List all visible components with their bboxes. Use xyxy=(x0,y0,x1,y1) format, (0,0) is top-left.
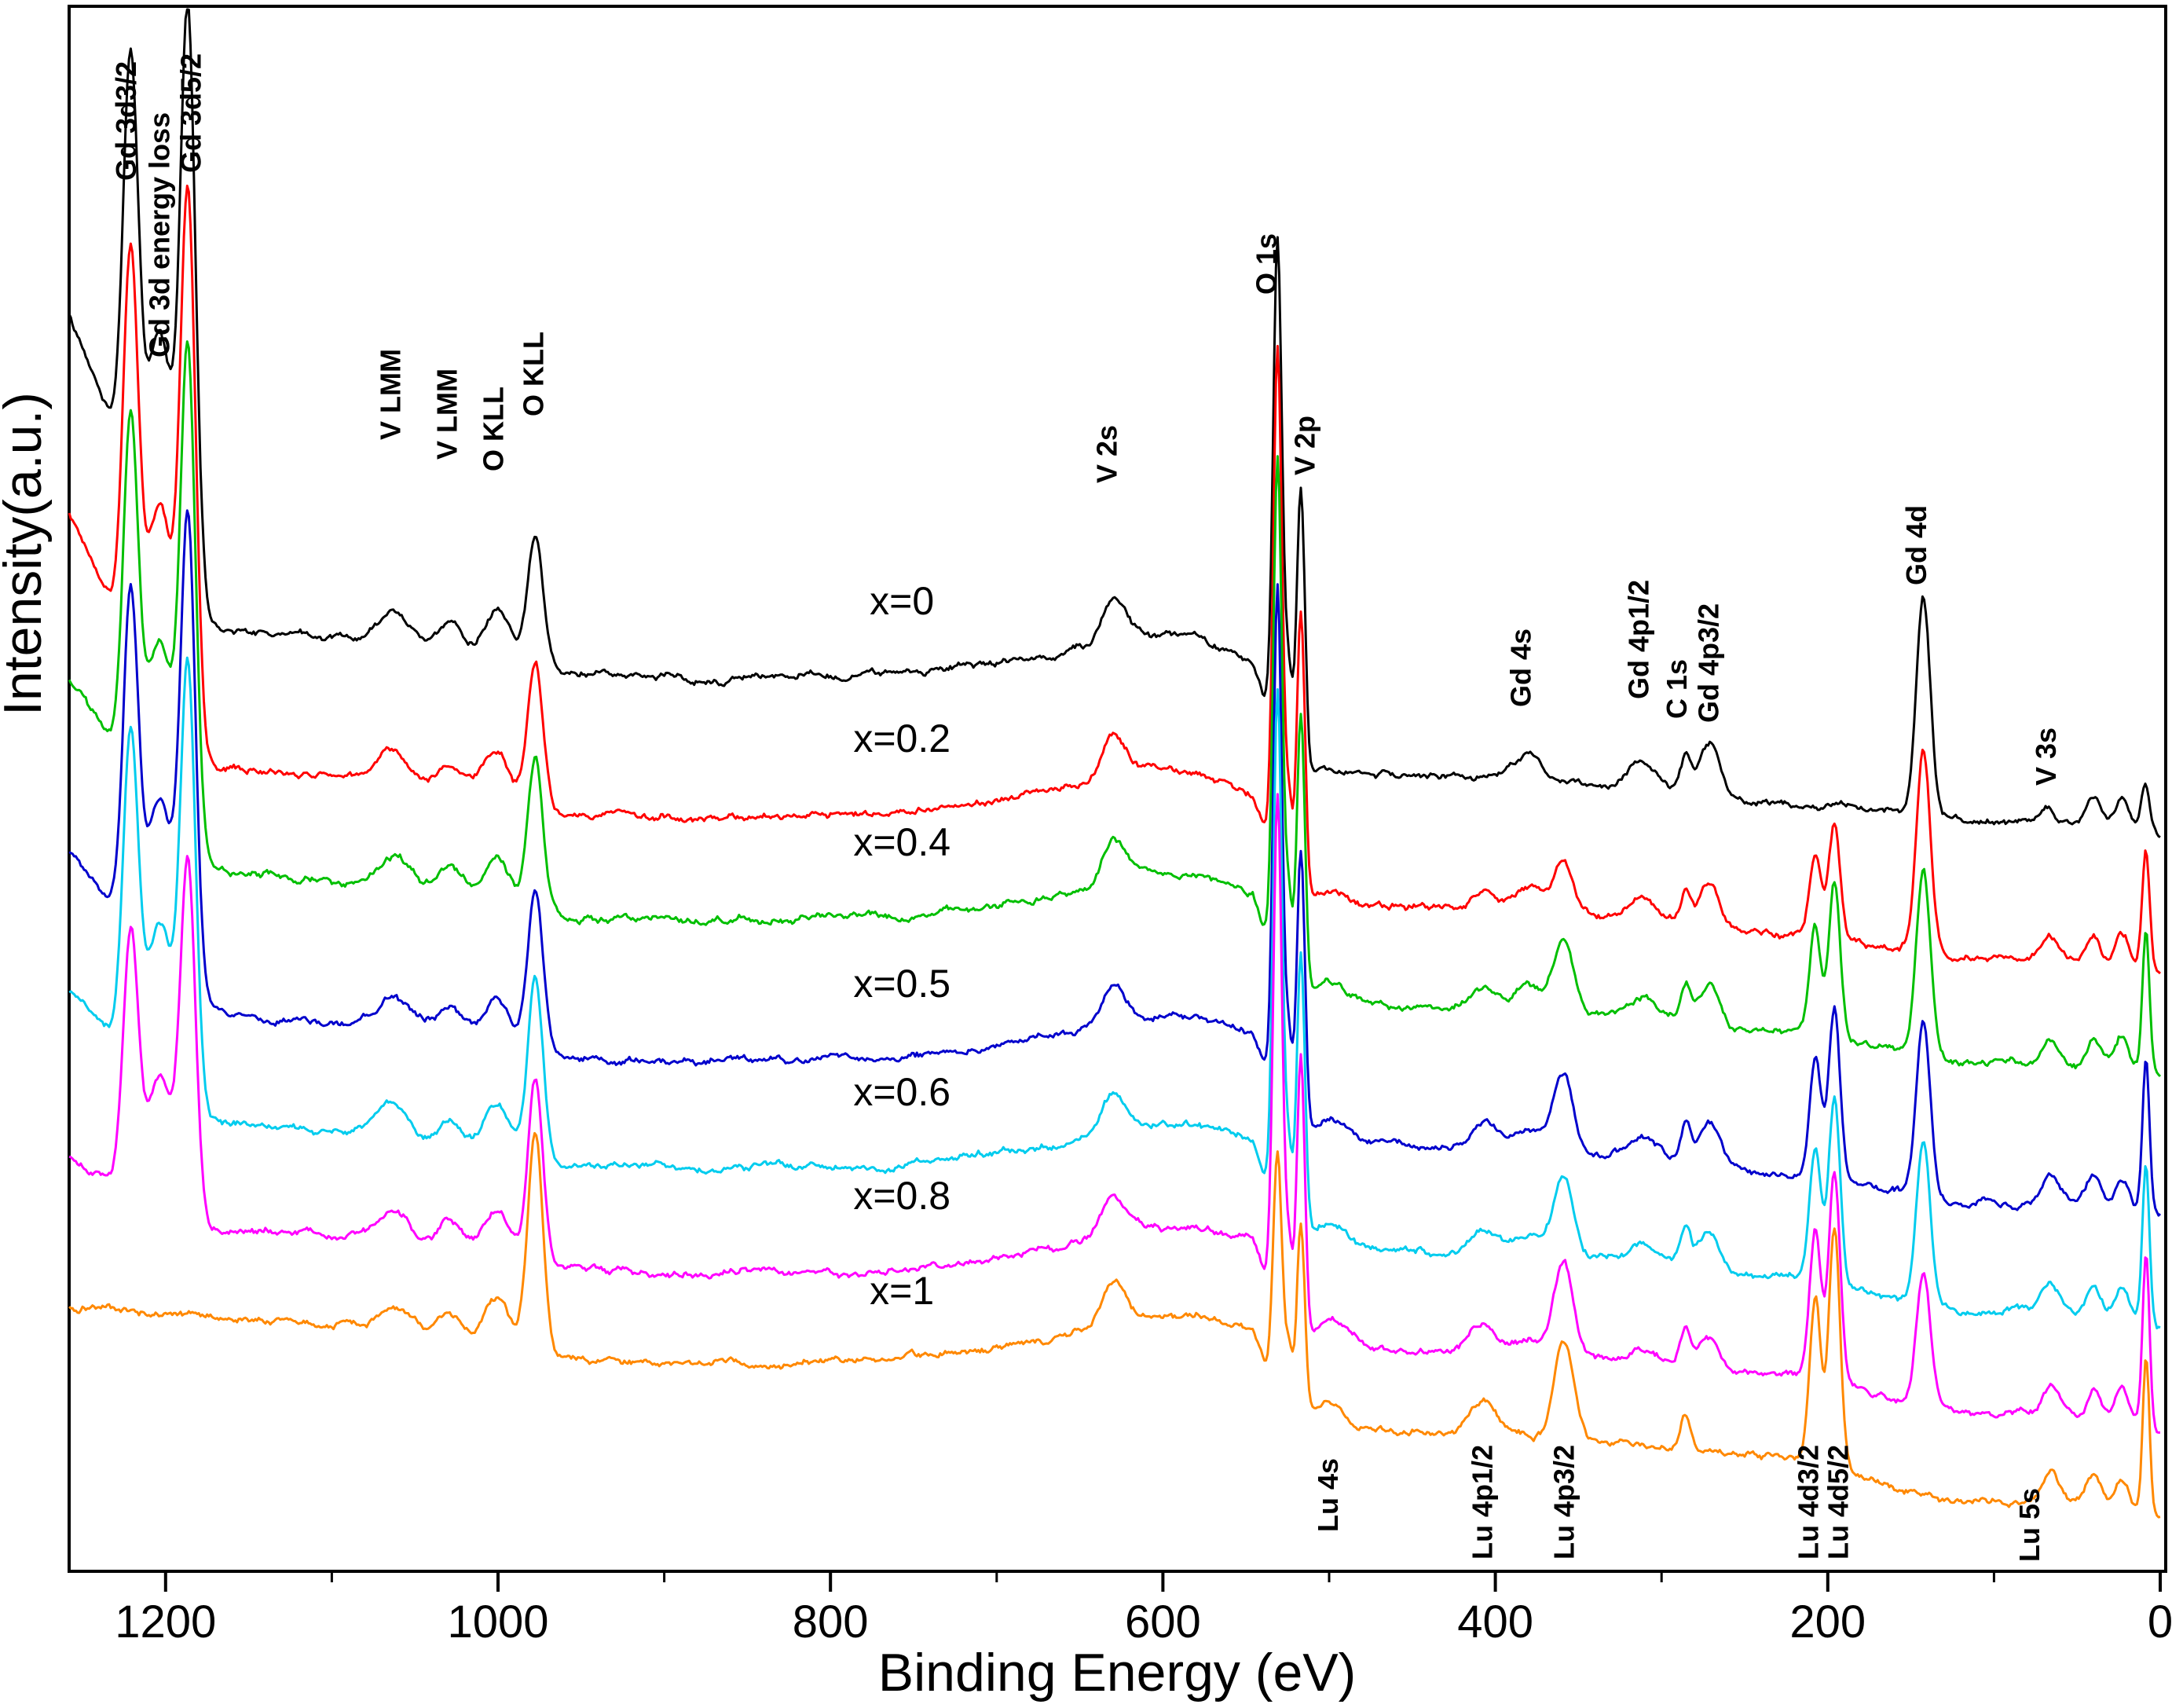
series-label-x=0.2: x=0.2 xyxy=(853,717,950,761)
x-tick-label: 200 xyxy=(1789,1596,1866,1648)
spectrum-trace-x=1 xyxy=(68,1131,2161,1519)
peak-label-v-3s: V 3s xyxy=(2030,728,2062,786)
peak-label-v-lmm: V LMM xyxy=(430,368,463,460)
peak-label-v-2p: V 2p xyxy=(1288,416,1320,475)
peak-label-gd-3d32: Gd 3d3/2 xyxy=(110,61,142,181)
spectrum-trace-x=0.8 xyxy=(68,793,2160,1434)
peak-label-gd-4p12: Gd 4p1/2 xyxy=(1623,580,1655,699)
peak-label-o-1s: O 1s xyxy=(1251,233,1283,295)
series-label-x=0.4: x=0.4 xyxy=(853,820,950,864)
peak-label-gd-4d: Gd 4d xyxy=(1900,505,1932,585)
peak-label-lu-4p12: Lu 4p1/2 xyxy=(1467,1445,1499,1560)
x-tick-label: 800 xyxy=(793,1596,869,1648)
peak-label-gd-3d52: Gd 3d5/2 xyxy=(175,53,207,173)
peak-label-o-kll: O KLL xyxy=(517,332,549,416)
peak-label-v-2s: V 2s xyxy=(1090,425,1123,483)
series-label-x=1: x=1 xyxy=(870,1269,934,1313)
peak-label-o-kll: O KLL xyxy=(478,387,510,471)
x-axis-title: Binding Energy (eV) xyxy=(878,1643,1357,1703)
peak-labels: Gd 3d3/2 Gd 3d energy loss Gd 3d5/2 V LMM V … xyxy=(110,53,2062,1562)
peak-label-lu-4d52: Lu 4d5/2 xyxy=(1822,1445,1854,1560)
series-label-x=0.5: x=0.5 xyxy=(853,962,950,1006)
spectrum-trace-x=0.4 xyxy=(68,340,2162,1078)
spectrum-trace-x=0.2 xyxy=(68,185,2162,975)
x-tick-label: 1200 xyxy=(115,1596,216,1648)
peak-label-lu-4s: Lu 4s xyxy=(1312,1458,1344,1532)
peak-label-lu-5s: Lu 5s xyxy=(2013,1488,2046,1562)
peak-label-c-1s: C 1s xyxy=(1661,659,1693,719)
peak-label-lu-4d32: Lu 4d3/2 xyxy=(1792,1445,1824,1560)
x-tick-label: 1000 xyxy=(447,1596,548,1648)
peak-label-gd-4s: Gd 4s xyxy=(1504,629,1537,707)
y-axis-title: Intensity(a.u.) xyxy=(0,392,53,716)
spectrum-trace-x=0 xyxy=(68,8,2161,838)
plot-border xyxy=(68,5,2167,1573)
series-label-x=0: x=0 xyxy=(870,579,934,623)
x-tick-label: 600 xyxy=(1125,1596,1201,1648)
series-label-x=0.6: x=0.6 xyxy=(853,1070,950,1114)
x-tick-label: 400 xyxy=(1457,1596,1533,1648)
spectra-traces: x=0 x=0.2 x=0.4 x=0.5 x=0.6 x=0.8 x=1 xyxy=(68,8,2162,1519)
peak-label-v-lmm: V LMM xyxy=(374,349,406,440)
peak-label-lu-4p32: Lu 4p3/2 xyxy=(1548,1445,1580,1560)
series-label-x=0.8: x=0.8 xyxy=(853,1174,950,1218)
spectrum-trace-x=0.5 xyxy=(68,509,2162,1217)
spectrum-trace-x=0.6 xyxy=(68,656,2161,1330)
x-tick-label: 0 xyxy=(2148,1596,2172,1648)
x-axis-ticks: 1200 1000 800 600 400 200 0 xyxy=(115,1571,2172,1648)
peak-label-gd-4p32: Gd 4p3/2 xyxy=(1692,603,1724,723)
peak-label-gd-3d-energy-loss: Gd 3d energy loss xyxy=(143,112,175,357)
